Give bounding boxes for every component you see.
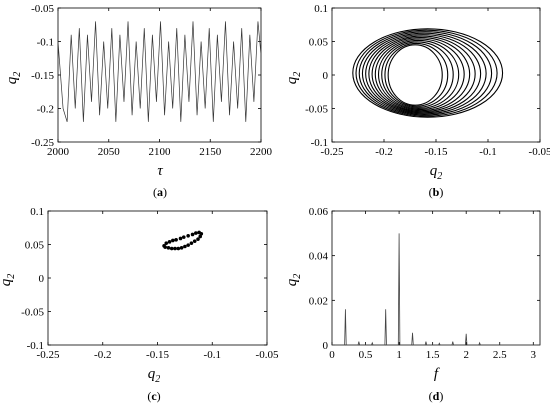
- panel-c-xtick-label: -0.05: [256, 349, 279, 361]
- panel-c-point: [183, 245, 187, 249]
- panel-b-orbit: [353, 29, 503, 117]
- panel-c-point: [170, 247, 174, 251]
- panel-b-label: (b): [429, 185, 444, 199]
- panel-c-point: [194, 231, 198, 235]
- panel-d-ytick-label: 0.06: [309, 206, 329, 218]
- panel-c-point: [186, 243, 190, 247]
- panel-b-xlabel: q2: [430, 163, 443, 182]
- panel-a-ytick-label: -0.05: [31, 3, 54, 15]
- panel-d-xtick-label: 3: [531, 349, 537, 361]
- panel-c-point: [163, 245, 167, 249]
- panel-b-xtick-label: -0.2: [375, 146, 392, 158]
- panel-a-frame: [58, 8, 261, 142]
- panel-c-xtick-label: -0.15: [146, 349, 169, 361]
- panel-c-ytick-label: 0.05: [25, 240, 45, 252]
- panel-c-point: [173, 247, 177, 251]
- panel-b-orbit-ring: [362, 33, 486, 114]
- panel-d-xtick-label: 2.5: [493, 349, 507, 361]
- panel-b: -0.25 -0.2 -0.15 -0.1 -0.05 0.1 0.05 0 -0.05 -0.1…: [284, 3, 550, 199]
- panel-d: 0 0.5 1 1.5 2 2.5 3 0.06 0.04 0.02 0 f q2 (d): [284, 206, 540, 403]
- panel-a-ytick-label: -0.1: [37, 37, 54, 49]
- panel-c-point: [171, 239, 175, 243]
- panel-a-ytick-label: -0.15: [31, 70, 54, 82]
- panel-d-ytick-label: 0.04: [309, 251, 329, 263]
- panel-c-xlabel: q2: [148, 366, 161, 385]
- panel-b-xtick-label: -0.15: [425, 146, 448, 158]
- panel-b-ylabel: q2: [284, 72, 303, 85]
- panel-a: 2000 2050 2100 2150 2200 -0.05 -0.1 -0.15 -0.2 -0…: [4, 3, 273, 199]
- panel-d-xlabel: f: [434, 366, 440, 382]
- panel-a-label: (a): [153, 185, 167, 199]
- panel-c-ytick-label: -0.05: [21, 307, 44, 319]
- panel-b-ytick-label: -0.1: [311, 137, 328, 149]
- panel-a-ylabel: q2: [4, 72, 23, 85]
- panel-c-point: [174, 238, 178, 242]
- panel-c-point: [191, 233, 195, 237]
- panel-c-point: [167, 246, 171, 250]
- panel-b-orbit-ring: [388, 45, 442, 105]
- panel-b-ytick-label: 0.1: [314, 3, 328, 15]
- panel-b-ytick-label: 0.05: [309, 37, 329, 49]
- panel-b-ytick-label: 0: [323, 70, 329, 82]
- panel-b-orbit-ring: [372, 38, 470, 111]
- panel-c-point: [182, 235, 186, 239]
- panel-d-ylabel: q2: [284, 274, 303, 287]
- panel-a-xtick-label: 2050: [98, 146, 121, 158]
- panel-c-points: [162, 231, 203, 251]
- panel-d-ytick-label: 0.02: [309, 295, 328, 307]
- panel-b-ticks: -0.25 -0.2 -0.15 -0.1 -0.05 0.1 0.05 0 -0.05 -0.1: [305, 3, 550, 158]
- panel-d-xtick-label: 2: [463, 349, 469, 361]
- panel-b-ytick-label: -0.05: [305, 104, 328, 116]
- panel-a-series-line: [58, 21, 261, 122]
- panel-d-xtick-label: 0.5: [359, 349, 373, 361]
- panel-c-ytick-label: 0: [39, 273, 45, 285]
- panel-c-xtick-label: -0.2: [94, 349, 111, 361]
- panel-a-xtick-label: 2100: [149, 146, 172, 158]
- panel-a-ytick-label: -0.25: [31, 137, 54, 149]
- panel-c-point: [168, 240, 172, 244]
- panel-c-ytick-label: 0.1: [30, 206, 44, 218]
- panel-c-point: [177, 247, 181, 251]
- panel-c-ylabel: q2: [0, 274, 17, 287]
- panel-c-frame: [48, 211, 267, 345]
- panel-a-xtick-label: 2150: [199, 146, 222, 158]
- panel-c-point: [190, 241, 194, 245]
- panel-b-xtick-label: -0.1: [479, 146, 496, 158]
- panel-a-xlabel: τ: [157, 163, 163, 179]
- panel-d-xtick-label: 1: [396, 349, 402, 361]
- panel-c-point: [193, 239, 197, 243]
- panel-c-point: [196, 237, 200, 241]
- panel-c-point: [164, 241, 168, 245]
- panel-c-ytick-label: -0.1: [27, 340, 44, 352]
- panel-d-frame: [332, 211, 540, 345]
- panel-d-xtick-label: 1.5: [426, 349, 440, 361]
- panel-b-frame: [332, 8, 540, 142]
- panel-b-orbit-ring: [385, 43, 448, 106]
- panel-d-xtick-label: 0: [329, 349, 335, 361]
- panel-c: -0.25 -0.2 -0.15 -0.1 -0.05 0.1 0.05 0 -0.05 -0.1…: [0, 206, 279, 403]
- panel-b-orbit-ring: [379, 40, 459, 108]
- panel-c-point: [186, 234, 190, 238]
- panel-d-ticks: 0 0.5 1 1.5 2 2.5 3 0.06 0.04 0.02 0: [309, 206, 540, 361]
- panel-d-spectrum-line: [332, 233, 540, 345]
- panel-d-ytick-label: 0: [323, 340, 329, 352]
- panel-c-point: [180, 246, 184, 250]
- panel-c-point: [179, 237, 183, 241]
- panel-b-xtick-label: -0.05: [529, 146, 550, 158]
- panel-c-ticks: -0.25 -0.2 -0.15 -0.1 -0.05 0.1 0.05 0 -0.05 -0.1: [21, 206, 279, 361]
- panel-c-label: (c): [147, 389, 160, 403]
- panel-a-ytick-label: -0.2: [37, 104, 54, 116]
- panel-c-xtick-label: -0.1: [204, 349, 221, 361]
- panel-a-xtick-label: 2200: [250, 146, 273, 158]
- panel-d-label: (d): [429, 389, 444, 403]
